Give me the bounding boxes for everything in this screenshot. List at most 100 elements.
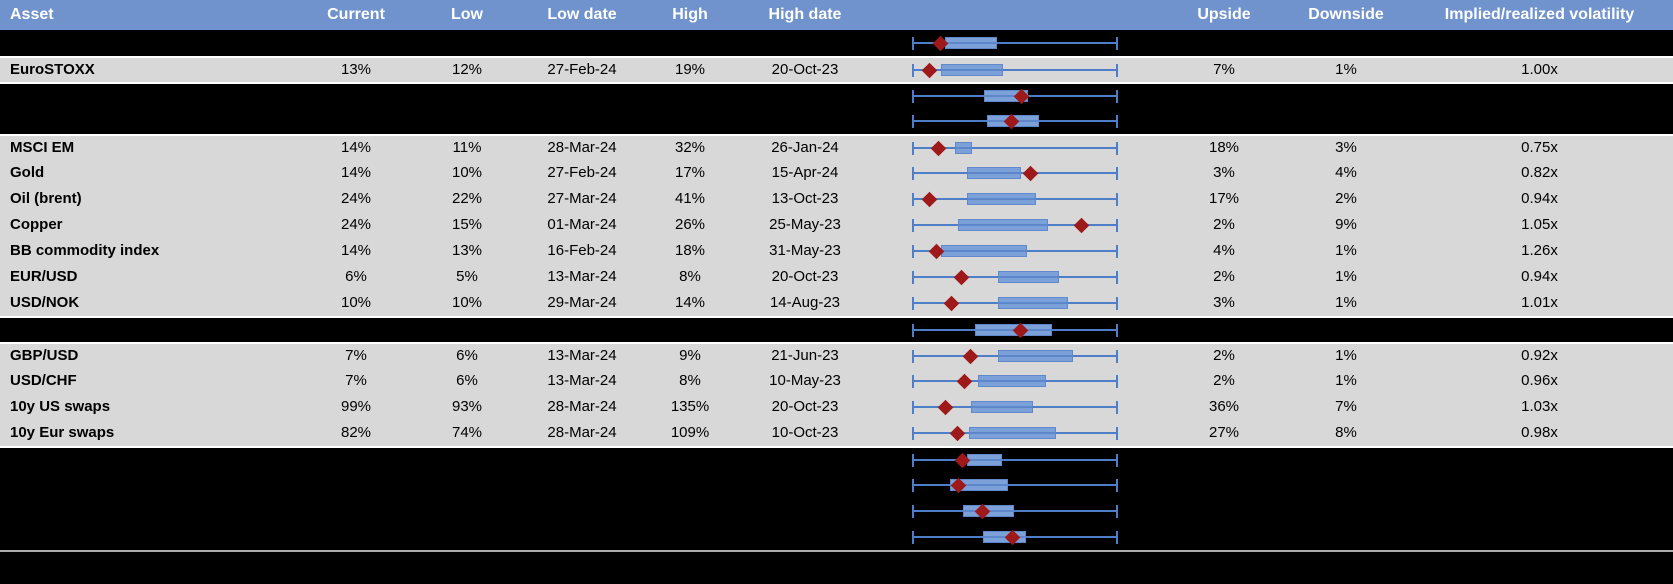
high-date-cell[interactable]: 31-May-23 (769, 242, 841, 259)
high-cell[interactable]: 19% (674, 61, 706, 78)
column-header-current[interactable]: Current (327, 6, 385, 23)
box-whisker-chart[interactable] (872, 30, 1162, 56)
table-row[interactable]: Copper 24% 15% 01-Mar-24 26% 25-May-23 2… (0, 212, 1673, 238)
high-cell[interactable] (642, 524, 738, 550)
table-row[interactable]: GBP/USD 7% 6% 13-Mar-24 9% 21-Jun-23 2% … (0, 342, 1673, 368)
high-date-cell[interactable] (738, 498, 872, 524)
high-cell[interactable] (642, 472, 738, 498)
downside-cell[interactable]: 1% (1335, 268, 1357, 285)
current-cell[interactable] (300, 524, 412, 550)
low-date-cell[interactable]: 13-Mar-24 (547, 347, 617, 364)
table-row[interactable]: 10y US swaps 99% 93% 28-Mar-24 135% 20-O… (0, 394, 1673, 420)
box-whisker-chart[interactable] (872, 108, 1162, 134)
low-cell[interactable]: 6% (456, 347, 478, 364)
table-row[interactable]: Gold 14% 10% 27-Feb-24 17% 15-Apr-24 3% … (0, 160, 1673, 186)
asset-name-cell[interactable]: USD/CHF (10, 372, 77, 389)
column-header-low_date[interactable]: Low date (547, 6, 617, 23)
current-cell[interactable] (300, 30, 412, 56)
high-cell[interactable]: 109% (670, 424, 710, 441)
implied-cell[interactable] (1406, 448, 1673, 472)
asset-name-cell[interactable]: Copper (10, 216, 63, 233)
upside-cell[interactable]: 2% (1213, 216, 1235, 233)
high-date-cell[interactable] (738, 108, 872, 134)
low-cell[interactable]: 74% (451, 424, 483, 441)
implied-cell[interactable]: 1.26x (1521, 242, 1558, 259)
table-row[interactable]: BB commodity index 14% 13% 16-Feb-24 18%… (0, 238, 1673, 264)
implied-cell[interactable] (1406, 524, 1673, 550)
table-row[interactable] (0, 472, 1673, 498)
low-cell[interactable]: 11% (452, 139, 482, 156)
low-cell[interactable] (412, 448, 522, 472)
asset-name-cell[interactable]: EUR/USD (10, 268, 78, 285)
high-date-cell[interactable]: 13-Oct-23 (771, 190, 839, 207)
box-whisker-chart[interactable] (872, 394, 1162, 420)
low-date-cell[interactable] (522, 84, 642, 108)
box-whisker-chart[interactable] (872, 186, 1162, 212)
box-whisker-chart[interactable] (872, 58, 1162, 82)
box-whisker-chart[interactable] (872, 344, 1162, 368)
low-cell[interactable]: 10% (451, 294, 483, 311)
implied-cell[interactable]: 0.82x (1521, 164, 1558, 181)
downside-cell[interactable]: 1% (1335, 61, 1357, 78)
high-date-cell[interactable] (738, 448, 872, 472)
high-date-cell[interactable]: 10-Oct-23 (771, 424, 839, 441)
low-cell[interactable]: 5% (456, 268, 478, 285)
current-cell[interactable]: 14% (340, 139, 372, 156)
column-header-implied[interactable]: Implied/realized volatility (1444, 6, 1635, 23)
upside-cell[interactable] (1162, 472, 1286, 498)
table-row[interactable]: USD/CHF 7% 6% 13-Mar-24 8% 10-May-23 2% … (0, 368, 1673, 394)
current-cell[interactable]: 7% (345, 347, 367, 364)
high-date-cell[interactable]: 26-Jan-24 (771, 139, 839, 156)
upside-cell[interactable] (1162, 448, 1286, 472)
table-row[interactable]: Oil (brent) 24% 22% 27-Mar-24 41% 13-Oct… (0, 186, 1673, 212)
downside-cell[interactable] (1286, 498, 1406, 524)
upside-cell[interactable]: 2% (1213, 372, 1235, 389)
current-cell[interactable] (300, 472, 412, 498)
implied-cell[interactable] (1406, 318, 1673, 342)
implied-cell[interactable]: 1.00x (1521, 61, 1558, 78)
high-cell[interactable] (642, 108, 738, 134)
upside-cell[interactable]: 4% (1213, 242, 1235, 259)
current-cell[interactable]: 10% (340, 294, 372, 311)
box-whisker-chart[interactable] (872, 368, 1162, 394)
low-cell[interactable] (412, 318, 522, 342)
box-whisker-chart[interactable] (872, 524, 1162, 550)
low-cell[interactable] (412, 498, 522, 524)
downside-cell[interactable] (1286, 448, 1406, 472)
upside-cell[interactable]: 7% (1213, 61, 1235, 78)
asset-name-cell[interactable] (0, 498, 300, 524)
table-row[interactable] (0, 524, 1673, 550)
upside-cell[interactable]: 3% (1213, 164, 1235, 181)
upside-cell[interactable]: 3% (1213, 294, 1235, 311)
downside-cell[interactable] (1286, 108, 1406, 134)
asset-name-cell[interactable] (0, 524, 300, 550)
column-header-high[interactable]: High (672, 6, 708, 23)
implied-cell[interactable] (1406, 498, 1673, 524)
high-date-cell[interactable] (738, 472, 872, 498)
table-row[interactable] (0, 498, 1673, 524)
asset-name-cell[interactable]: Oil (brent) (10, 190, 82, 207)
high-cell[interactable]: 17% (674, 164, 706, 181)
low-date-cell[interactable] (522, 448, 642, 472)
upside-cell[interactable] (1162, 108, 1286, 134)
high-cell[interactable] (642, 448, 738, 472)
low-date-cell[interactable]: 13-Mar-24 (547, 372, 617, 389)
low-cell[interactable]: 12% (451, 61, 483, 78)
table-row[interactable]: EUR/USD 6% 5% 13-Mar-24 8% 20-Oct-23 2% … (0, 264, 1673, 290)
low-date-cell[interactable] (522, 472, 642, 498)
downside-cell[interactable]: 2% (1335, 190, 1357, 207)
table-row[interactable]: USD/NOK 10% 10% 29-Mar-24 14% 14-Aug-23 … (0, 290, 1673, 316)
asset-name-cell[interactable] (0, 472, 300, 498)
downside-cell[interactable]: 1% (1335, 294, 1357, 311)
current-cell[interactable]: 24% (340, 190, 372, 207)
box-whisker-chart[interactable] (872, 238, 1162, 264)
current-cell[interactable]: 6% (345, 268, 367, 285)
low-date-cell[interactable]: 13-Mar-24 (547, 268, 617, 285)
low-date-cell[interactable] (522, 498, 642, 524)
asset-name-cell[interactable]: MSCI EM (10, 139, 75, 156)
high-cell[interactable] (642, 30, 738, 56)
upside-cell[interactable]: 18% (1208, 139, 1240, 156)
box-whisker-chart[interactable] (872, 498, 1162, 524)
upside-cell[interactable]: 2% (1213, 268, 1235, 285)
high-date-cell[interactable] (738, 318, 872, 342)
